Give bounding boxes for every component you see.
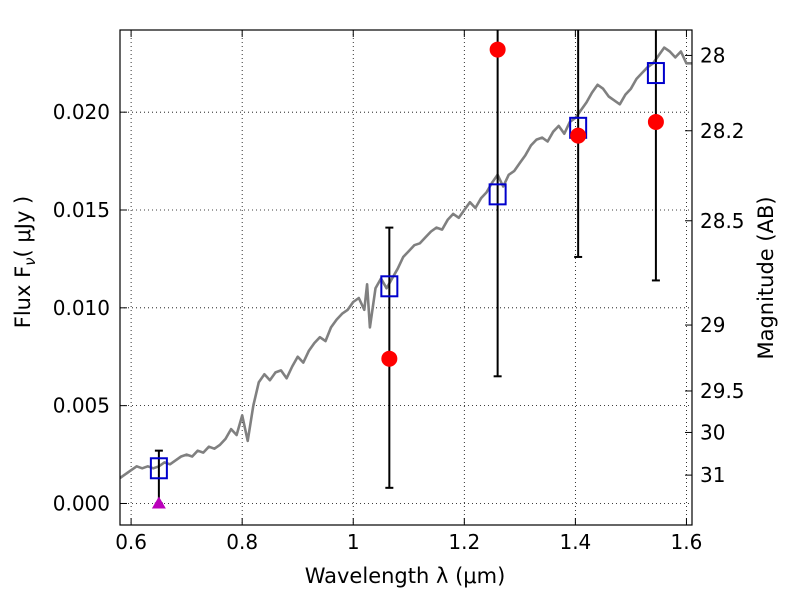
x-axis-label: Wavelength λ (μm): [305, 564, 506, 588]
observed-flux-point: [381, 350, 398, 367]
model-flux-marker: [488, 183, 507, 206]
data-layer: [120, 30, 692, 509]
y2-tick-label: 28.5: [700, 209, 745, 233]
y-tick-label: 0.020: [53, 100, 110, 124]
model-flux-marker: [380, 275, 399, 298]
y-axis-label-group: Flux Fν( μJy ): [11, 196, 39, 329]
x-tick-label: 1.4: [559, 530, 591, 554]
x-tick-label: 0.6: [115, 530, 147, 554]
plot-area: [120, 30, 692, 509]
observed-flux-point: [489, 41, 506, 58]
observed-flux-point: [647, 113, 664, 130]
y-tick-label: 0.015: [53, 198, 110, 222]
y2-tick-label: 31: [700, 463, 725, 487]
tick-layer: 0.6 0.8 1 1.2 1.4 1.6 0.000 0.005 0.010 0.015 0.02…: [53, 30, 745, 554]
y-axis-label-subscript: ν: [21, 257, 39, 265]
y-tick-label: 0.005: [53, 394, 110, 418]
grid-layer: [120, 30, 692, 525]
observed-flux-point: [570, 127, 587, 144]
y2-axis-label: Magnitude (AB): [754, 196, 778, 359]
y2-axis-label-group: Magnitude (AB): [754, 196, 778, 359]
x-tick-label: 0.8: [226, 530, 258, 554]
y-tick-label: 0.000: [53, 491, 110, 515]
x-tick-label: 1.6: [671, 530, 703, 554]
y2-tick-label: 28.2: [700, 119, 745, 143]
y-tick-label: 0.010: [53, 296, 110, 320]
model-flux-marker: [149, 457, 168, 480]
upper-limit-marker: [151, 496, 166, 509]
y2-tick-label: 30: [700, 420, 725, 444]
y-axis-label: Flux Fν( μJy ): [11, 196, 39, 329]
spectrum-line: [120, 46, 692, 480]
y2-tick-label: 29: [700, 313, 725, 337]
x-tick-label: 1: [347, 530, 360, 554]
y-axis-label-unit: ( μJy ): [11, 196, 35, 258]
y-axis-label-main: Flux F: [11, 266, 35, 328]
plot-frame: [119, 29, 693, 526]
model-flux-marker: [646, 62, 665, 85]
y2-tick-label: 29.5: [700, 379, 745, 403]
x-tick-label: 1.2: [448, 530, 480, 554]
y2-tick-label: 28: [700, 43, 725, 67]
